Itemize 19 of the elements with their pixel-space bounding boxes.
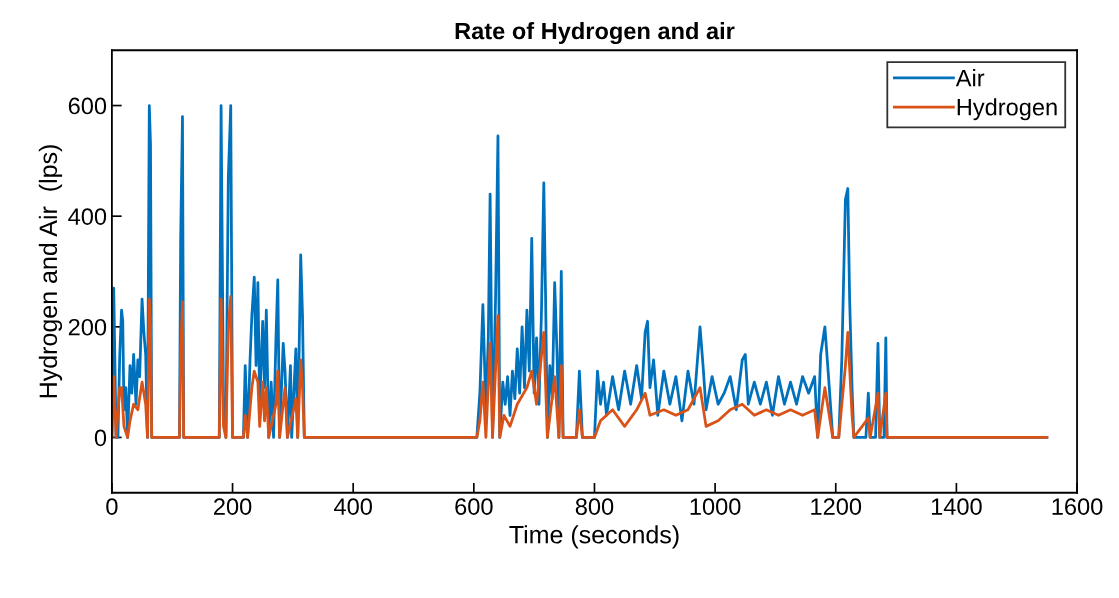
line-series [111, 294, 1049, 439]
y-tick-label: 0 [94, 429, 107, 447]
y-tick-label: 400 [68, 208, 107, 225]
legend-label: Hydrogen [957, 98, 1057, 121]
y-axis-title: Hydrogen and Air (lps) [38, 145, 63, 398]
x-axis-title: Time (seconds) [509, 525, 679, 549]
y-tick-label: 600 [68, 97, 107, 115]
y-tick-label: 200 [68, 318, 107, 336]
x-tick-label: 0 [106, 498, 118, 515]
x-tick-label: 600 [455, 498, 493, 515]
legend-label: Air [955, 69, 985, 87]
x-tick-label: 1600 [1052, 498, 1103, 515]
x-tick-label: 1400 [931, 498, 982, 515]
x-tick-label: 400 [334, 498, 372, 515]
x-tick-label: 1000 [690, 498, 741, 515]
chart-title: Rate of Hydrogen and air [455, 22, 735, 45]
x-tick-label: 200 [214, 498, 252, 515]
x-tick-label: 800 [575, 498, 614, 515]
x-tick-label: 1200 [811, 498, 862, 515]
